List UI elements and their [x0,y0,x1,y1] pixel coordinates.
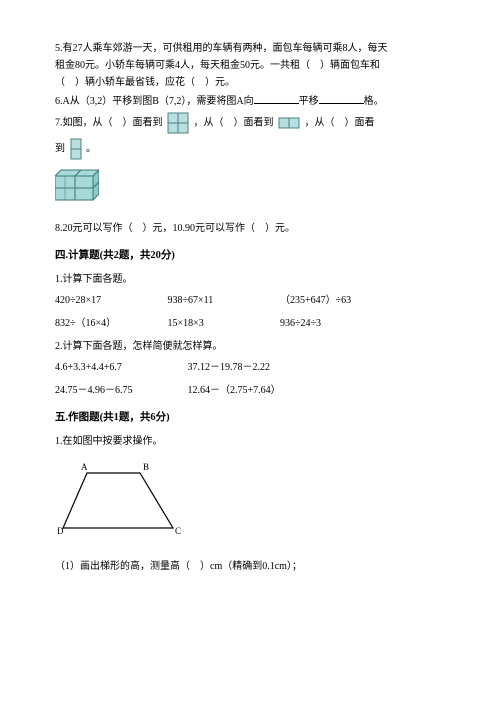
expr: 420÷28×17 [55,292,165,309]
section-5-title: 五.作图题(共1题，共6分) [55,409,445,427]
shape-1x2-icon [278,117,300,129]
calc-row-4: 24.75－4.96－6.75 12.64－（2.75+7.64） [55,382,445,399]
expr: 15×18×3 [168,315,278,332]
q5-line2: 租金80元。小轿车每辆可乘4人，每天租金50元。一共租（ ）辆面包车和 [55,57,445,74]
expr: 4.6+3.3+4.4+6.7 [55,359,185,376]
svg-text:A: A [81,462,88,472]
question-6: 6.A从（3,2）平移到图B（7,2），需要将图A向 平移 格。 [55,93,445,110]
sec5-note: （1）画出梯形的高，测量高（ ）cm（精确到0.1cm）； [55,558,445,575]
q7-e: 。 [86,143,96,154]
q6-pre: 6.A从（3,2）平移到图B（7,2），需要将图A向 [55,96,254,107]
q7-c: ，从（ ）面看 [305,117,375,128]
section-4-title: 四.计算题(共2题，共20分) [55,247,445,265]
expr: 832÷（16×4） [55,315,165,332]
trapezoid-icon: A B C D [55,458,185,540]
q5-line3: （ ）辆小轿车最省钱，应花（ ）元。 [55,74,445,91]
svg-text:D: D [57,526,64,536]
expr: 24.75－4.96－6.75 [55,382,185,399]
calc-row-3: 4.6+3.3+4.4+6.7 37.12－19.78－2.22 [55,359,445,376]
question-7: 7.如图，从（ ）面看到 ，从（ ）面看到 ，从（ ）面看 [55,112,445,134]
sec4-sub2: 2.计算下面各题，怎样简便就怎样算。 [55,338,445,355]
q7-a: 7.如图，从（ ）面看到 [55,117,163,128]
cube-icon [55,164,99,204]
sec4-sub1: 1.计算下面各题。 [55,271,445,288]
q7-d: 到 [55,143,65,154]
question-8: 8.20元可以写作（ ）元，10.90元可以写作（ ）元。 [55,220,445,237]
expr: （235+647）÷63 [280,292,390,309]
expr: 37.12－19.78－2.22 [188,359,338,376]
calc-row-1: 420÷28×17 938÷67×11 （235+647）÷63 [55,292,445,309]
cube-figure [55,164,445,210]
blank [319,93,364,104]
page: 5.有27人乘车郊游一天，可供租用的车辆有两种，面包车每辆可乘8人，每天 租金8… [0,0,500,599]
shape-2x2-icon [167,112,189,134]
shape-vert-icon [70,138,82,160]
expr: 12.64－（2.75+7.64） [188,382,338,399]
sec5-sub1: 1.在如图中按要求操作。 [55,433,445,450]
q7-b: ，从（ ）面看到 [194,117,274,128]
question-5: 5.有27人乘车郊游一天，可供租用的车辆有两种，面包车每辆可乘8人，每天 租金8… [55,40,445,91]
expr: 936÷24÷3 [280,315,390,332]
q6-end: 格。 [364,96,384,107]
q5-line1: 5.有27人乘车郊游一天，可供租用的车辆有两种，面包车每辆可乘8人，每天 [55,40,445,57]
q8-text: 8.20元可以写作（ ）元，10.90元可以写作（ ）元。 [55,223,295,234]
blank [254,93,299,104]
svg-text:B: B [143,462,149,472]
expr: 938÷67×11 [168,292,278,309]
trapezoid-figure: A B C D [55,458,445,546]
question-7-cont: 到 。 [55,138,445,160]
q6-mid: 平移 [299,96,319,107]
svg-text:C: C [175,526,181,536]
calc-row-2: 832÷（16×4） 15×18×3 936÷24÷3 [55,315,445,332]
